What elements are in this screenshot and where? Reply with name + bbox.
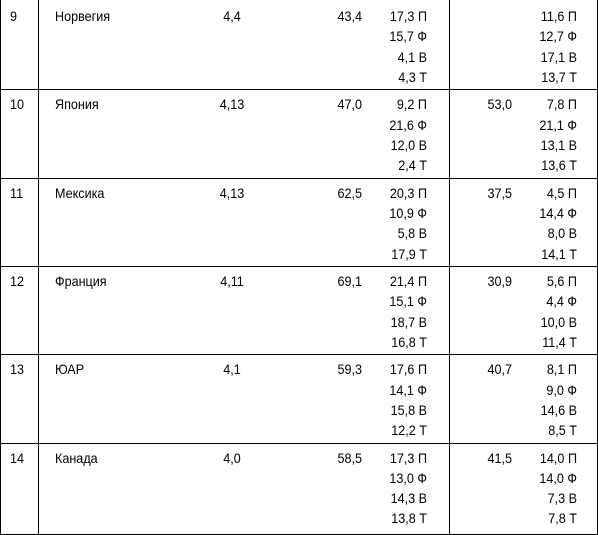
detail: 13,7 Т — [541, 68, 577, 85]
detail: 14,6 В — [540, 401, 577, 418]
detail: 13,0 Ф — [389, 469, 427, 486]
detail: 9,2 П — [396, 96, 427, 113]
detail: 17,1 В — [540, 48, 577, 65]
share: 69,1 — [337, 272, 362, 289]
row-border — [0, 89, 598, 91]
detail: 10,9 Ф — [389, 204, 427, 221]
value: 4,0 — [223, 449, 241, 466]
detail: 4,5 П — [546, 184, 577, 201]
detail: 2,4 Т — [398, 157, 427, 174]
detail: 5,8 В — [397, 225, 427, 242]
country: Япония — [55, 96, 99, 113]
share: 59,3 — [337, 361, 362, 378]
detail: 8,5 Т — [548, 422, 577, 439]
detail: 14,1 Т — [541, 245, 577, 262]
row-number: 14 — [10, 449, 25, 466]
share: 47,0 — [337, 96, 362, 113]
detail: 17,3 П — [389, 8, 427, 24]
detail: 15,1 Ф — [389, 293, 427, 310]
share: 37,5 — [487, 184, 512, 201]
value: 4,4 — [223, 8, 241, 24]
border — [449, 0, 450, 535]
country: ЮАР — [55, 361, 85, 378]
detail: 18,7 В — [390, 313, 427, 330]
detail: 15,7 Ф — [389, 28, 427, 45]
share: 30,9 — [487, 272, 512, 289]
detail: 14,3 В — [390, 490, 427, 507]
detail: 13,8 Т — [391, 510, 427, 527]
value: 4,1 — [223, 361, 241, 378]
row-number: 9 — [10, 8, 18, 24]
detail: 17,6 П — [389, 361, 427, 378]
row-border — [0, 442, 598, 444]
detail: 12,7 Ф — [539, 28, 577, 45]
detail: 11,4 Т — [542, 333, 577, 350]
value: 4,13 — [219, 96, 245, 113]
detail: 21,1 Ф — [539, 116, 577, 133]
detail: 17,9 Т — [391, 245, 427, 262]
detail: 21,6 Ф — [389, 116, 427, 133]
detail: 4,1 В — [397, 48, 427, 65]
detail: 8,0 В — [547, 225, 577, 242]
row-border — [0, 177, 598, 179]
border — [38, 0, 39, 535]
detail: 21,4 П — [389, 272, 427, 289]
row-number: 13 — [10, 361, 25, 378]
value: 4,11 — [220, 272, 244, 289]
detail: 10,0 В — [540, 313, 577, 330]
share: 40,7 — [487, 361, 512, 378]
country: Франция — [55, 272, 107, 289]
share: 43,4 — [337, 8, 362, 24]
detail: 14,4 Ф — [539, 204, 577, 221]
detail: 20,3 П — [389, 184, 427, 201]
detail: 14,0 П — [539, 449, 577, 466]
detail: 16,8 Т — [391, 333, 427, 350]
country: Мексика — [55, 184, 105, 201]
row-border — [0, 354, 598, 356]
share: 58,5 — [337, 449, 362, 466]
row-number: 11 — [10, 184, 24, 201]
share: 41,5 — [487, 449, 512, 466]
detail: 7,3 В — [547, 490, 577, 507]
detail: 4,3 Т — [398, 68, 427, 85]
detail: 13,6 Т — [541, 157, 577, 174]
row-border — [0, 265, 598, 267]
detail: 14,0 Ф — [539, 469, 577, 486]
border — [0, 0, 1, 535]
detail: 7,8 Т — [548, 510, 577, 527]
share: 53,0 — [487, 96, 512, 113]
detail: 8,1 П — [546, 361, 577, 378]
detail: 12,2 Т — [391, 422, 427, 439]
country: Канада — [55, 449, 98, 466]
share: 62,5 — [337, 184, 362, 201]
detail: 13,1 В — [540, 136, 577, 153]
row-number: 12 — [10, 272, 25, 289]
country: Норвегия — [55, 8, 111, 24]
row-number: 10 — [10, 96, 25, 113]
detail: 5,6 П — [546, 272, 577, 289]
detail: 15,8 В — [390, 401, 427, 418]
detail: 11,6 П — [540, 8, 577, 24]
detail: 9,0 Ф — [546, 381, 577, 398]
detail: 12,0 В — [390, 136, 427, 153]
value: 4,13 — [219, 184, 245, 201]
detail: 17,3 П — [389, 449, 427, 466]
detail: 4,4 Ф — [546, 293, 577, 310]
detail: 7,8 П — [546, 96, 577, 113]
detail: 14,1 Ф — [389, 381, 427, 398]
